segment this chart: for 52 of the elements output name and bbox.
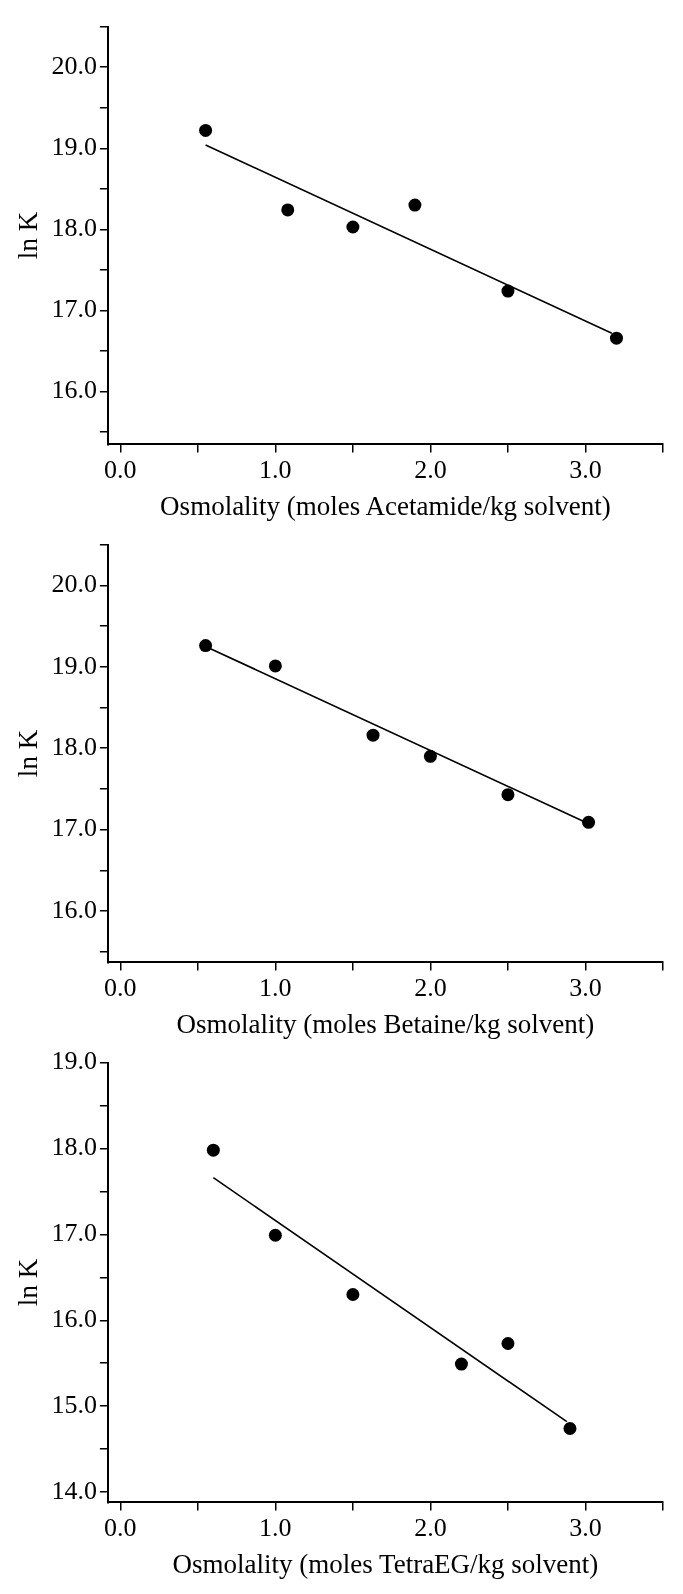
x-tick-label: 1.0 [259, 1512, 292, 1542]
x-axis-title: Osmolality (moles Betaine/kg solvent) [176, 1008, 595, 1039]
y-tick-label: 20.0 [51, 569, 97, 599]
x-axis-title: Osmolality (moles TetraEG/kg solvent) [172, 1548, 599, 1579]
x-tick-label: 0.0 [104, 1512, 137, 1542]
y-tick-label: 16.0 [51, 375, 97, 405]
point [454, 1357, 468, 1371]
y-tick-label: 18.0 [51, 213, 97, 243]
y-tick-label: 19.0 [51, 1046, 97, 1076]
point [268, 1228, 282, 1242]
y-tick-label: 14.0 [51, 1475, 97, 1505]
y-tick-label: 19.0 [51, 132, 97, 162]
y-tick-label: 15.0 [51, 1390, 97, 1420]
point [199, 123, 213, 137]
point [268, 659, 282, 673]
y-tick-label: 18.0 [51, 1132, 97, 1162]
x-tick-label: 2.0 [414, 1512, 447, 1542]
x-tick-label: 0.0 [104, 972, 137, 1002]
y-axis-title: ln K [13, 1258, 44, 1307]
y-tick-label: 17.0 [51, 813, 97, 843]
point [346, 220, 360, 234]
point [366, 728, 380, 742]
point [501, 1336, 515, 1350]
x-tick-label: 3.0 [569, 1512, 602, 1542]
y-tick-label: 20.0 [51, 50, 97, 80]
y-tick-label: 16.0 [51, 894, 97, 924]
x-tick-label: 3.0 [569, 972, 602, 1002]
point [501, 788, 515, 802]
x-tick-label: 1.0 [259, 972, 292, 1002]
y-tick-label: 19.0 [51, 650, 97, 680]
point [609, 331, 623, 345]
point [563, 1422, 577, 1436]
y-tick-label: 18.0 [51, 732, 97, 762]
point [582, 815, 596, 829]
point [346, 1288, 360, 1302]
y-tick-label: 17.0 [51, 294, 97, 324]
point [408, 198, 422, 212]
point [206, 1143, 220, 1157]
x-tick-label: 2.0 [414, 454, 447, 484]
y-axis-title: ln K [13, 211, 44, 260]
x-axis-title: Osmolality (moles Acetamide/kg solvent) [160, 490, 611, 521]
y-axis-title: ln K [13, 729, 44, 778]
point [199, 639, 213, 653]
y-tick-label: 17.0 [51, 1218, 97, 1248]
point [281, 203, 295, 217]
y-tick-label: 16.0 [51, 1304, 97, 1334]
x-tick-label: 0.0 [104, 454, 137, 484]
point [501, 284, 515, 298]
x-tick-label: 3.0 [569, 454, 602, 484]
point [423, 749, 437, 763]
x-tick-label: 2.0 [414, 972, 447, 1002]
x-tick-label: 1.0 [259, 454, 292, 484]
